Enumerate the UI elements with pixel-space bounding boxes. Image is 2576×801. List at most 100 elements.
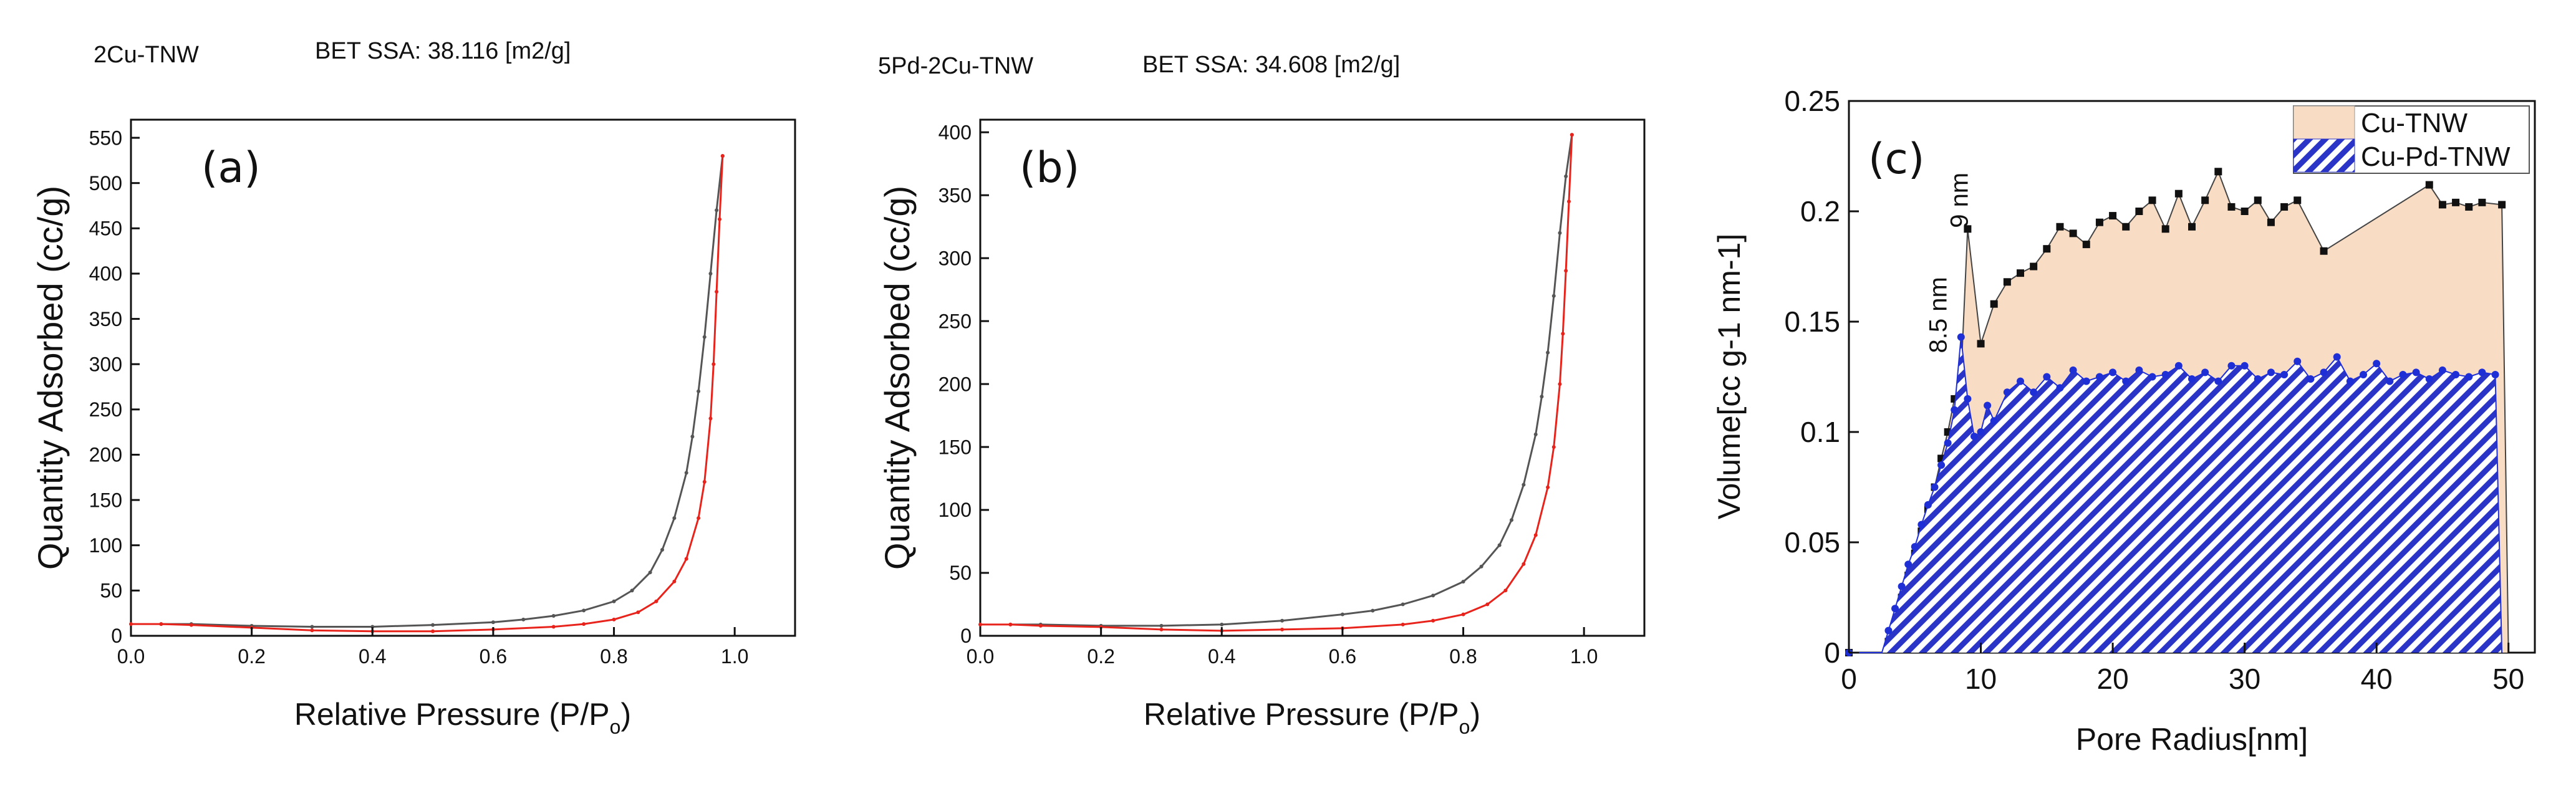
panel-a-y-tick-label: 550 [89,127,122,149]
panel-a-adsorption-point [551,625,556,629]
panel-c-cu-tnw-point [2030,262,2038,271]
panel-b-desorption-point [1401,602,1405,607]
legend-swatch-cu-pd-tnw [2293,138,2355,173]
panel-a-adsorption-point [654,599,658,603]
panel-c-y-tick-label: 0 [1824,636,1840,669]
panel-c-y-axis-title: Volume[cc g-1 nm-1] [1712,234,1747,520]
panel-a-x-tick-label: 1.0 [721,645,748,668]
panel-c-cu-tnw-point [2043,245,2051,253]
panel-b-adsorption-point [1551,445,1556,449]
panel-c-cu-tnw-point [2109,212,2117,220]
panel-a-adsorption-line [131,156,724,633]
panel-b-y-tick-label: 100 [938,499,972,521]
panel-a-desorption-point [702,335,707,339]
panel-c-cu-tnw-point [2227,203,2236,211]
panel-b-y-axis-title: Quantity Adsorbed (cc/g) [877,186,917,570]
panel-a-plot-frame [130,118,796,637]
panel-a-adsorption-point [612,617,616,621]
panel-c-cu-tnw-point [2320,247,2328,255]
panel-c-cu-pd-tnw-point [2056,384,2064,392]
panel-a-y-tick-label: 350 [89,308,122,330]
panel-a-desorption-point [660,548,664,552]
panel-b-desorption-point [1340,612,1344,616]
panel-c-cu-pd-tnw-point [2386,377,2394,385]
panel-c-y-tick-label: 0.05 [1784,526,1840,559]
panel-b-desorption-point [1558,231,1562,235]
legend-swatch-cu-tnw [2293,105,2355,140]
panel-c-y-tick-label: 0.2 [1800,195,1840,228]
panel-b-adsorption-point [1570,133,1574,137]
panel-b-adsorption-point [1401,622,1405,626]
legend-label-cu-tnw: Cu-TNW [2361,108,2468,138]
panel-a-y-tick-label: 100 [89,534,122,557]
panel-c-cu-pd-tnw-point [2122,377,2130,385]
panel-a-adsorption-point [697,516,701,520]
panel-c-cu-pd-tnw-point [1990,417,1998,425]
panel-a-desorption-point [708,271,713,276]
panel-c-cu-pd-tnw-point [2201,368,2209,377]
panel-a-adsorption-point [708,416,713,421]
panel-b-desorption-point [1371,608,1375,613]
panel-a-adsorption-point [717,217,721,221]
panel-b-adsorption-point [1566,199,1571,204]
panel-a-desorption-point [684,471,688,475]
panel-a-desorption-point [521,617,526,621]
panel-c-cu-tnw-point [2267,218,2275,226]
panel-a-y-tick-label: 150 [89,489,122,511]
panel-b-y-tick-label: 250 [938,310,972,332]
panel-a-adsorption-point [582,622,586,626]
panel-b-x-tick-label: 0.4 [1208,645,1235,668]
panel-b-y-tick-label: 400 [938,121,972,143]
panel-b-letter: (b) [1020,143,1079,193]
panel-a-adsorption-point [310,628,314,633]
panel-c-cu-tnw-point [2438,201,2446,209]
panel-c-cu-pd-tnw-point [2109,368,2117,377]
panel-c-cu-pd-tnw-point [2267,368,2275,377]
panel-c-cu-pd-tnw-point [2360,370,2367,378]
panel-a-y-axis-title: Quantity Adsorbed (cc/g) [31,186,70,570]
panel-a-desorption-point [697,389,701,393]
panel-a-x-tick-label: 0.6 [480,645,507,668]
panel-b-adsorption-point [1461,612,1465,616]
panel-a-adsorption-point [672,579,677,583]
panel-a-ticks: 0.0 0.2 0.4 0.6 0.8 1.0 0 50 100 150 200 250 300 350 4… [89,127,749,668]
panel-c-y-tick-label: 0.1 [1800,416,1840,448]
panel-b-series-layer [978,133,1574,633]
panel-b-desorption-point [1564,174,1568,178]
panel-c-annotation-0: 9 nm [1946,173,1973,228]
panel-c-cu-tnw-point [2478,198,2486,206]
panel-b-desorption-point [1510,518,1513,522]
panel-c-cu-pd-tnw-point [1937,461,1946,469]
panel-b-x-tick-label: 0.6 [1329,645,1356,668]
panel-c-cu-tnw-point [1977,340,1985,348]
panel-c-cu-pd-tnw-point [1918,520,1926,529]
panel-b-y-tick-label: 200 [938,373,972,395]
panel-a-adsorption-point [159,622,163,626]
panel-c-cu-pd-tnw-point [1970,433,1978,441]
panel-c-cu-pd-tnw-point [1931,483,1939,491]
panel-c-cu-pd-tnw-point [2003,388,2011,396]
panel-b-adsorption-line [980,135,1573,632]
panel-c-cu-pd-tnw-point [2491,370,2499,378]
panel-b-adsorption-point [1431,618,1435,623]
panel-c-cu-pd-tnw-point [1957,333,1965,341]
panel-c-cu-tnw-point [2135,208,2143,215]
panel-a-x-tick-label: 0.4 [359,645,386,668]
panel-b-adsorption-point [1485,602,1490,607]
panel-a-sample-label: 2Cu-TNW [94,42,199,68]
panel-b-x-tick-label: 0.2 [1087,645,1114,668]
panel-c-cu-pd-tnw-point [2478,368,2486,377]
panel-b-adsorption-point [1522,562,1526,566]
panel-c-cu-pd-tnw-line [1849,337,2503,653]
panel-c-cu-pd-tnw-point [1904,560,1913,568]
panel-c-legend: Cu-TNW Cu-Pd-TNW [2293,105,2530,174]
panel-c-x-tick-label: 10 [1965,663,1997,695]
panel-c-cu-pd-tnw-point [2465,373,2473,381]
panel-b-desorption-point [1159,623,1164,628]
panel-b-desorption-point [1540,395,1544,399]
panel-c-x-tick-label: 40 [2361,663,2393,695]
panel-c-x-axis-title: Pore Radius[nm] [2076,722,2308,757]
panel-b-adsorption-point [1008,622,1013,626]
panel-c-cu-tnw-point [2280,203,2289,211]
